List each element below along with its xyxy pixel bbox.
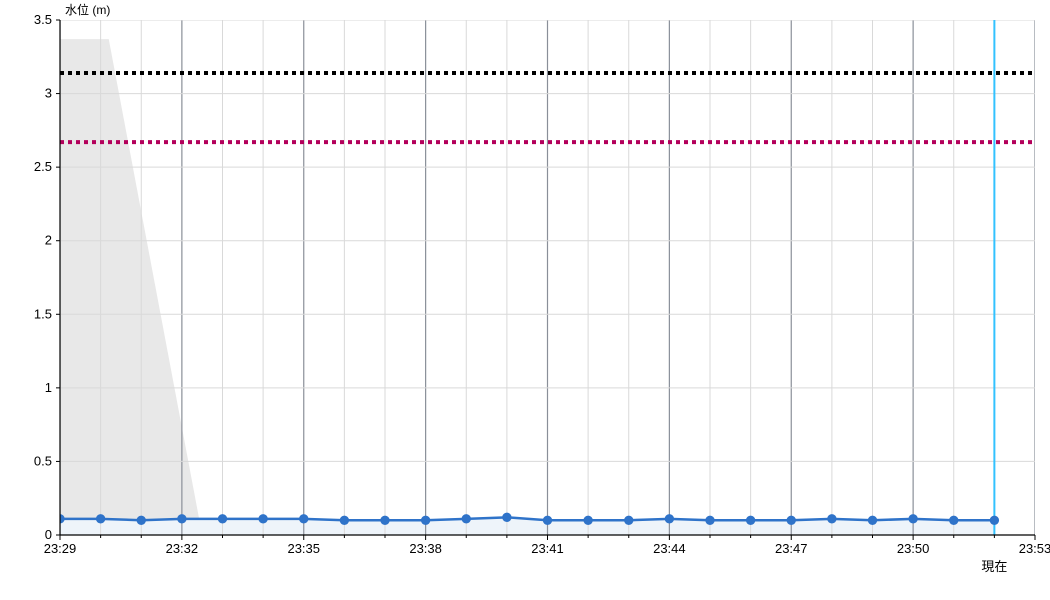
- series-marker: [340, 516, 348, 524]
- series-marker: [909, 515, 917, 523]
- series-marker: [787, 516, 795, 524]
- series-marker: [665, 515, 673, 523]
- x-tick-label: 23:47: [775, 541, 808, 556]
- series-marker: [543, 516, 551, 524]
- series-marker: [746, 516, 754, 524]
- series-marker: [828, 515, 836, 523]
- y-tick-label: 0.5: [34, 453, 52, 468]
- series-marker: [137, 516, 145, 524]
- series-marker: [96, 515, 104, 523]
- series-marker: [218, 515, 226, 523]
- x-tick-label: 23:29: [44, 541, 77, 556]
- x-tick-label: 23:50: [897, 541, 930, 556]
- y-tick-label: 1.5: [34, 306, 52, 321]
- series-marker: [990, 516, 998, 524]
- y-axis-title: 水位 (m): [65, 2, 110, 17]
- series-marker: [421, 516, 429, 524]
- series-marker: [868, 516, 876, 524]
- chart-svg: 水位 (m) 0 0.5 1 1.5 2 2.5 3 3.5 23:29 23:32 23:35 23:…: [0, 0, 1050, 600]
- x-tick-label: 23:44: [653, 541, 686, 556]
- series-marker: [625, 516, 633, 524]
- series-marker: [381, 516, 389, 524]
- y-tick-label: 3: [45, 86, 52, 101]
- series-marker: [503, 513, 511, 521]
- series-marker: [462, 515, 470, 523]
- series-marker: [178, 515, 186, 523]
- y-tick-label: 1: [45, 380, 52, 395]
- x-tick-label: 23:41: [531, 541, 564, 556]
- water-level-chart: 水位 (m) 0 0.5 1 1.5 2 2.5 3 3.5 23:29 23:32 23:35 23:…: [0, 0, 1050, 600]
- current-label: 現在: [981, 559, 1007, 574]
- y-tick-label: 3.5: [34, 12, 52, 27]
- x-tick-label: 23:35: [287, 541, 320, 556]
- series-marker: [706, 516, 714, 524]
- y-tick-label: 2: [45, 233, 52, 248]
- series-marker: [300, 515, 308, 523]
- x-tick-label: 23:32: [166, 541, 199, 556]
- y-tick-label: 2.5: [34, 159, 52, 174]
- series-marker: [950, 516, 958, 524]
- x-tick-label: 23:38: [409, 541, 442, 556]
- y-tick-label: 0: [45, 527, 52, 542]
- x-tick-label: 23:53: [1019, 541, 1050, 556]
- series-marker: [259, 515, 267, 523]
- series-marker: [584, 516, 592, 524]
